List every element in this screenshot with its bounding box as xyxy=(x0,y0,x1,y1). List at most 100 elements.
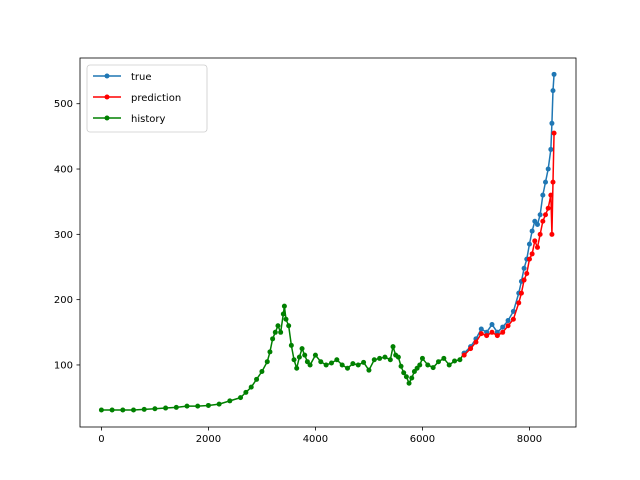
data-point-true xyxy=(551,71,557,77)
data-point-history xyxy=(283,316,289,322)
data-point-prediction xyxy=(551,130,557,136)
data-point-history xyxy=(361,359,367,365)
data-point-prediction xyxy=(550,179,556,185)
data-point-history xyxy=(377,355,383,361)
legend-entry-true: true xyxy=(93,72,152,83)
data-point-history xyxy=(307,362,313,368)
data-point-history xyxy=(457,357,463,363)
data-point-history xyxy=(419,355,425,361)
legend-prediction-marker xyxy=(104,94,110,100)
data-point-history xyxy=(264,359,270,365)
data-point-prediction xyxy=(516,300,522,306)
data-point-true xyxy=(510,308,516,314)
data-point-prediction xyxy=(478,331,484,337)
series-history xyxy=(98,303,467,413)
data-point-history xyxy=(334,357,340,363)
data-point-history xyxy=(366,367,372,373)
data-point-history xyxy=(267,349,273,355)
data-point-prediction xyxy=(473,339,479,345)
data-point-history xyxy=(254,376,260,382)
y-tick-label: 400 xyxy=(54,165,73,176)
data-point-true xyxy=(548,146,554,152)
data-point-history xyxy=(328,360,334,366)
data-point-prediction xyxy=(532,238,538,244)
data-point-history xyxy=(409,375,415,381)
y-tick-label: 200 xyxy=(54,295,73,306)
data-point-true xyxy=(526,241,532,247)
data-point-history xyxy=(288,342,294,348)
data-point-prediction xyxy=(526,256,532,262)
y-tick-label: 100 xyxy=(54,360,73,371)
legend-label-true: true xyxy=(131,72,152,83)
data-point-history xyxy=(109,407,115,413)
data-point-prediction xyxy=(518,290,524,296)
data-point-history xyxy=(371,357,377,363)
data-point-history xyxy=(302,352,308,358)
data-point-prediction xyxy=(484,333,490,339)
data-point-history xyxy=(272,329,278,335)
data-point-history xyxy=(417,362,423,368)
data-point-history xyxy=(350,361,356,367)
y-axis: 100 200 300 400 500 xyxy=(54,99,80,371)
data-point-history xyxy=(435,359,441,365)
data-point-history xyxy=(259,368,265,374)
data-point-prediction xyxy=(505,323,511,329)
data-point-true xyxy=(534,222,540,228)
data-point-history xyxy=(382,354,388,360)
legend-label-prediction: prediction xyxy=(131,93,181,104)
data-point-prediction xyxy=(540,218,546,224)
data-point-history xyxy=(430,365,436,371)
data-point-history xyxy=(345,365,351,371)
series-layer xyxy=(98,71,557,413)
data-point-prediction xyxy=(537,231,543,237)
data-point-history xyxy=(286,323,292,329)
data-point-history xyxy=(173,404,179,410)
legend-history-marker xyxy=(104,115,110,121)
data-point-history xyxy=(398,363,404,369)
y-tick-label: 500 xyxy=(54,99,73,110)
data-point-history xyxy=(184,403,190,409)
legend-box xyxy=(86,64,208,133)
data-point-prediction xyxy=(534,244,540,250)
axes-frame xyxy=(79,57,577,428)
data-point-history xyxy=(318,359,324,365)
legend-entry-prediction: prediction xyxy=(93,93,181,104)
data-point-history xyxy=(281,303,287,309)
data-point-history xyxy=(152,406,158,412)
x-tick-label: 8000 xyxy=(517,434,542,445)
data-point-prediction xyxy=(524,271,530,277)
data-point-prediction xyxy=(468,346,474,352)
data-point-true xyxy=(540,192,546,198)
data-point-history xyxy=(120,407,126,413)
x-tick-label: 4000 xyxy=(303,434,328,445)
data-point-true xyxy=(478,326,484,332)
data-point-history xyxy=(312,352,318,358)
data-point-history xyxy=(425,362,431,368)
x-axis: 0 2000 4000 6000 8000 xyxy=(98,427,542,445)
x-tick-label: 2000 xyxy=(196,434,221,445)
data-point-history xyxy=(131,407,137,413)
data-point-history xyxy=(141,406,147,412)
data-point-history xyxy=(291,357,297,363)
data-point-history xyxy=(441,355,447,361)
data-point-true xyxy=(521,265,527,271)
data-point-history xyxy=(280,311,286,317)
data-point-prediction xyxy=(500,329,506,335)
data-point-history xyxy=(278,329,284,335)
data-point-true xyxy=(505,318,511,324)
data-point-history xyxy=(205,402,211,408)
x-tick-label: 6000 xyxy=(410,434,435,445)
data-point-history xyxy=(243,389,249,395)
x-tick-label: 0 xyxy=(98,434,104,445)
legend-entry-history: history xyxy=(93,114,165,125)
data-point-history xyxy=(452,358,458,364)
data-point-history xyxy=(390,344,396,350)
data-point-true xyxy=(489,321,495,327)
data-point-history xyxy=(238,395,244,401)
y-tick-label: 300 xyxy=(54,230,73,241)
data-point-true xyxy=(500,324,506,330)
data-point-true xyxy=(529,228,535,234)
legend: true prediction history xyxy=(86,64,208,133)
data-point-prediction xyxy=(489,329,495,335)
